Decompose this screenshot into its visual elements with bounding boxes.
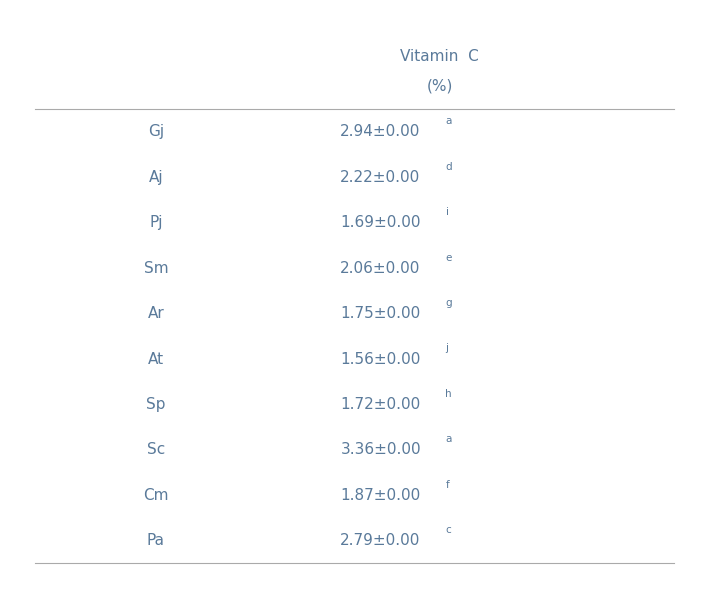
- Text: j: j: [445, 343, 449, 353]
- Text: 3.36±0.00: 3.36±0.00: [340, 442, 421, 457]
- Text: h: h: [445, 389, 452, 399]
- Text: d: d: [445, 162, 452, 172]
- Text: 1.72±0.00: 1.72±0.00: [340, 397, 420, 412]
- Text: (%): (%): [426, 78, 453, 93]
- Text: a: a: [446, 434, 452, 444]
- Text: Cm: Cm: [143, 488, 169, 503]
- Text: Vitamin  C: Vitamin C: [400, 48, 479, 64]
- Text: 2.94±0.00: 2.94±0.00: [340, 124, 420, 139]
- Text: c: c: [445, 525, 451, 535]
- Text: Sc: Sc: [147, 442, 165, 457]
- Text: Sm: Sm: [144, 261, 168, 276]
- Text: Pj: Pj: [149, 215, 163, 230]
- Text: Pa: Pa: [147, 533, 165, 548]
- Text: 2.79±0.00: 2.79±0.00: [340, 533, 420, 548]
- Text: 1.87±0.00: 1.87±0.00: [340, 488, 420, 503]
- Text: 1.75±0.00: 1.75±0.00: [340, 306, 420, 321]
- Text: Sp: Sp: [146, 397, 166, 412]
- Text: 2.22±0.00: 2.22±0.00: [340, 170, 420, 185]
- Text: g: g: [445, 298, 452, 308]
- Text: Ar: Ar: [147, 306, 164, 321]
- Text: Gj: Gj: [148, 124, 164, 139]
- Text: 2.06±0.00: 2.06±0.00: [340, 261, 420, 276]
- Text: At: At: [148, 352, 164, 366]
- Text: a: a: [445, 116, 452, 126]
- Text: i: i: [446, 207, 449, 217]
- Text: 1.69±0.00: 1.69±0.00: [340, 215, 421, 230]
- Text: Aj: Aj: [149, 170, 163, 185]
- Text: e: e: [445, 253, 452, 263]
- Text: f: f: [445, 480, 449, 490]
- Text: 1.56±0.00: 1.56±0.00: [340, 352, 420, 366]
